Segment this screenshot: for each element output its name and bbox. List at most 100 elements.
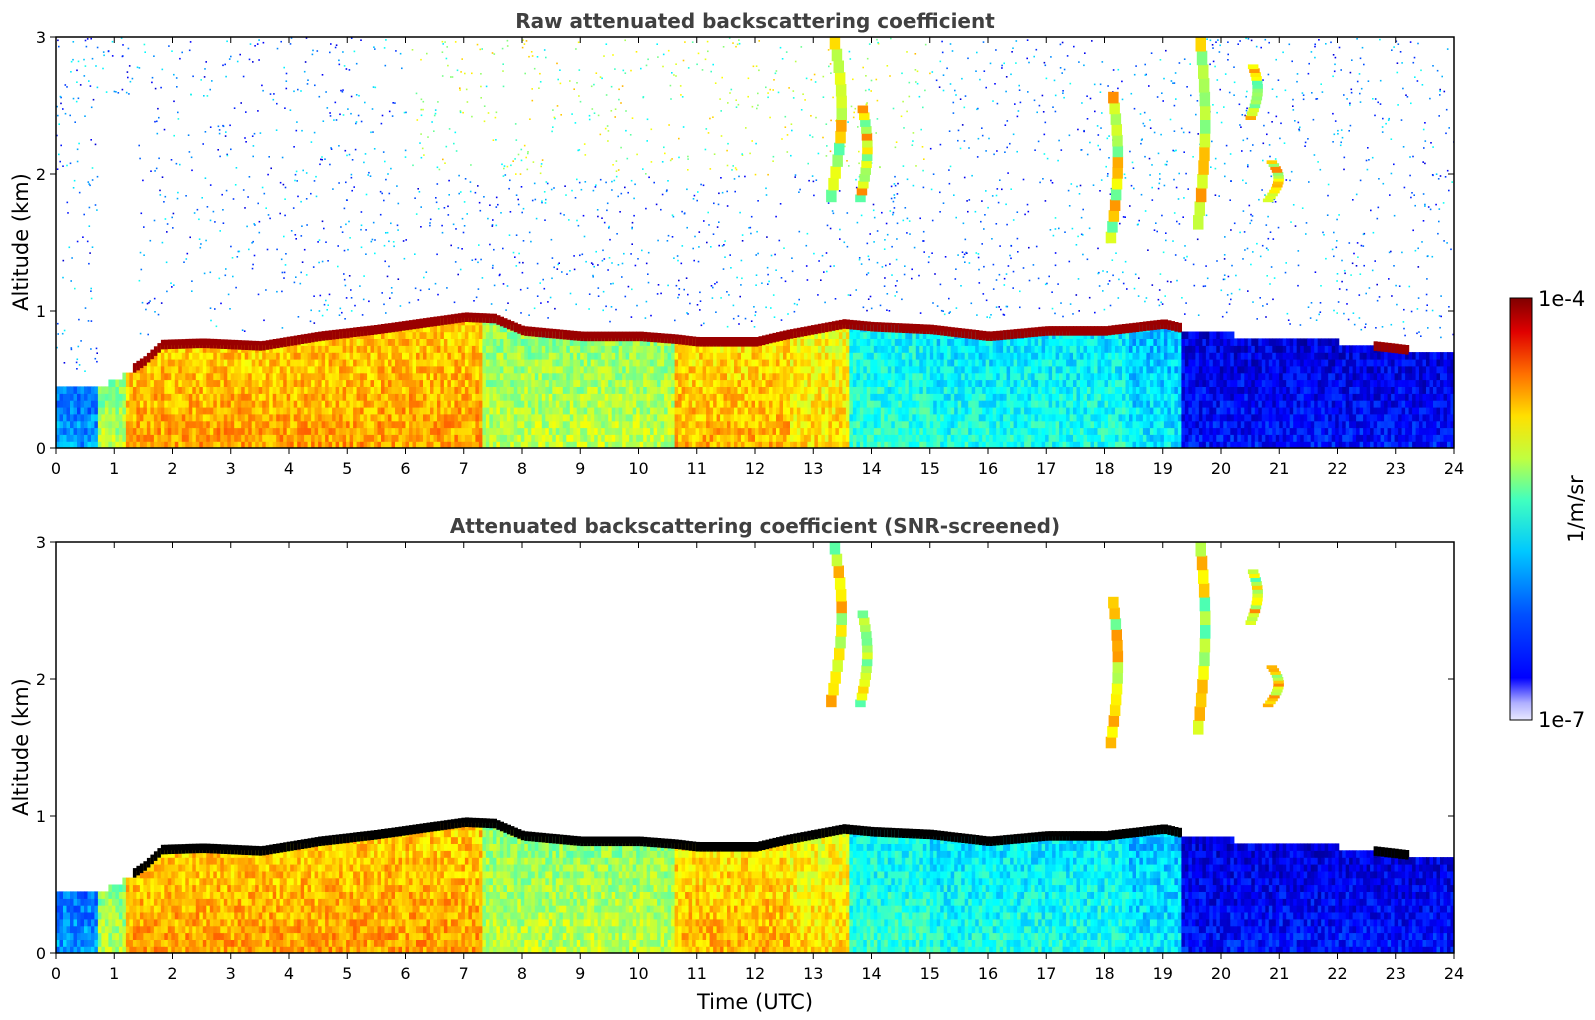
heatmap-cell [104,406,109,415]
heatmap-cell [859,338,864,346]
heatmap-cell [426,352,431,360]
heatmap-cell [360,358,365,367]
cloud-top-cell [891,322,896,333]
heatmap-cell [1066,345,1071,353]
heatmap-cell [478,406,483,415]
heatmap-cell [132,420,137,429]
heatmap-cell [447,386,452,394]
heatmap-cell [192,441,197,448]
heatmap-cell [744,420,749,429]
heatmap-cell [629,358,634,367]
heatmap-cell [824,441,829,448]
heatmap-cell [646,434,651,442]
heatmap-cell [817,358,822,367]
heatmap-cell [391,358,396,367]
heatmap-cell [56,420,61,429]
heatmap-cell [978,338,983,346]
heatmap-cell [873,345,878,353]
heatmap-cell [608,406,613,415]
heatmap-cell [391,420,396,429]
heatmap-cell [898,331,903,339]
heatmap-cell [590,338,595,346]
heatmap-cell [1062,413,1067,422]
heatmap-cell [1045,427,1050,435]
heatmap-cell [293,379,298,387]
heatmap-cell [367,393,372,401]
heatmap-cell [1003,352,1008,360]
heatmap-cell [919,434,924,442]
heatmap-cell [244,400,249,408]
heatmap-cell [933,400,938,408]
heatmap-cell [803,441,808,448]
heatmap-cell [265,427,270,435]
heatmap-cell [398,393,403,401]
heatmap-cell [499,441,504,448]
heatmap-cell [101,420,106,429]
heatmap-cell [108,379,113,387]
heatmap-cell [269,406,274,415]
heatmap-cell [618,406,623,415]
heatmap-cell [531,372,536,381]
heatmap-cell [559,345,564,353]
heatmap-cell [1027,386,1032,394]
heatmap-cell [734,393,739,401]
heatmap-cell [513,386,518,394]
heatmap-cell [485,331,490,339]
heatmap-cell [87,427,92,435]
heatmap-cell [1066,441,1071,448]
heatmap-cell [961,379,966,387]
heatmap-cell [915,338,920,346]
heatmap-cell [412,372,417,381]
cloud-top-cell [884,322,889,333]
cloud-top-cell [307,333,312,343]
heatmap-cell [908,338,913,346]
heatmap-cell [982,352,987,360]
cloud-top-cell [202,338,207,349]
heatmap-cell [730,441,735,448]
heatmap-cell [975,358,980,367]
heatmap-cell [961,372,966,381]
heatmap-cell [849,413,854,422]
heatmap-cell [230,352,235,360]
heatmap-cell [737,345,742,353]
heatmap-cell [870,365,875,374]
heatmap-cell [499,427,504,435]
heatmap-cell [377,413,382,422]
heatmap-cell [618,372,623,381]
heatmap-cell [262,372,267,381]
heatmap-cell [349,365,354,374]
heatmap-cell [859,379,864,387]
heatmap-cell [255,379,260,387]
heatmap-cell [555,338,560,346]
heatmap-cell [859,427,864,435]
heatmap-cell [374,345,379,353]
heatmap-cell [769,365,774,374]
heatmap-cell [646,413,651,422]
heatmap-cell [755,379,760,387]
heatmap-cell [360,427,365,435]
heatmap-cell [374,393,379,401]
heatmap-cell [286,365,291,374]
heatmap-cell [437,434,442,442]
heatmap-cell [769,379,774,387]
heatmap-cell [859,331,864,339]
heatmap-cell [237,441,242,448]
heatmap-cell [842,427,847,435]
heatmap-cell [849,386,854,394]
heatmap-cell [926,386,931,394]
heatmap-cell [678,400,683,408]
heatmap-cell [555,358,560,367]
heatmap-cell [870,338,875,346]
heatmap-cell [989,413,994,422]
heatmap-cell [450,379,455,387]
heatmap-cell [461,400,466,408]
heatmap-cell [720,441,725,448]
heatmap-cell [692,372,697,381]
heatmap-cell [713,434,718,442]
heatmap-cell [478,413,483,422]
heatmap-cell [304,365,309,374]
heatmap-cell [842,358,847,367]
heatmap-cell [178,365,183,374]
heatmap-cell [492,386,497,394]
cloud-top-cell [353,327,358,337]
